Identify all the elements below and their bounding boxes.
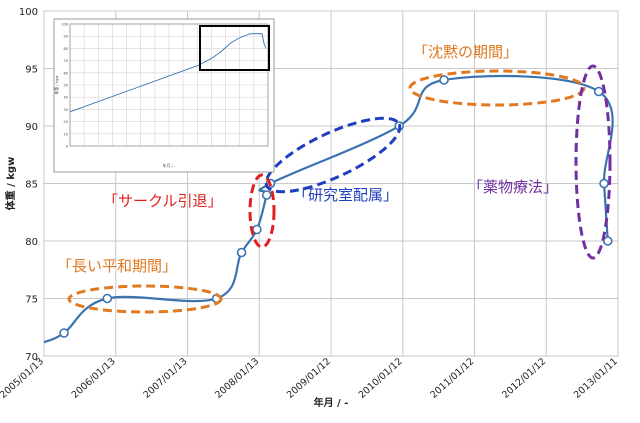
data-point [236,247,247,258]
inset-y-tick-label: 10 [64,132,68,136]
inset-series-line [69,33,267,113]
inset-x-axis-label: 年月 / - [163,163,176,168]
x-tick-label: 2006/01/13 [70,356,118,401]
annotation-ellipse [67,284,223,314]
annotation-ellipse [408,69,586,107]
y-tick-label: 85 [25,180,38,191]
data-point [599,178,609,189]
y-tick-label: 95 [25,65,38,76]
x-tick-label: 2012/01/12 [500,356,548,401]
data-point [59,328,69,338]
x-tick-label: 2008/01/13 [213,356,261,401]
x-tick-label: 2011/01/12 [428,356,476,401]
x-tick-label: 2007/01/13 [141,356,189,401]
annotation-ellipse [264,116,402,194]
x-tick-label: 2013/01/11 [572,356,620,401]
inset-y-tick-label: 80 [64,47,68,51]
y-tick-label: 70 [25,352,38,363]
y-axis-label: 体重 / kgw [4,157,17,211]
inset-y-tick-label: 100 [61,23,68,27]
inset-highlight-box [199,25,270,71]
inset-y-tick-label: 70 [64,59,68,63]
annotation-label: 「薬物療法」 [468,178,558,196]
y-tick-label: 80 [25,237,38,248]
annotation-ellipse [248,173,276,249]
x-tick-label: 2009/01/12 [285,356,333,401]
inset-y-tick-label: 20 [64,120,68,124]
data-point [261,190,272,200]
inset-chart: 0 10 20 30 40 50 60 70 80 90 100 体重 / kgw 年月 / - [53,18,275,173]
inset-plot-area [69,23,269,147]
inset-y-tick-label: 60 [64,71,68,75]
x-tick-label: 2010/01/12 [357,356,405,401]
data-point [252,224,262,235]
data-point [602,236,613,246]
y-tick-label: 90 [25,122,38,133]
annotation-label: 「サークル引退」 [103,192,223,210]
data-point [102,293,113,304]
annotation-ellipse [574,64,612,260]
x-tick-label: 2005/01/13 [0,356,46,401]
y-tick-label: 100 [19,7,38,18]
inset-frame [53,18,275,173]
annotation-label: 「研究室配属」 [293,186,398,204]
inset-y-tick-label: 30 [64,108,68,112]
inset-y-tick-label: 50 [64,84,68,88]
inset-y-tick-label: 40 [64,96,68,100]
data-point [439,75,449,85]
inset-y-tick-label: 90 [64,35,68,39]
y-tick-label: 75 [25,295,38,306]
inset-y-axis-label: 体重 / kgw [54,75,59,94]
annotation-label: 「沈黙の期間」 [413,43,518,61]
annotation-label: 「長い平和期間」 [57,257,177,275]
data-point [593,86,604,97]
inset-y-tick-label: 0 [66,145,68,149]
x-axis-label: 年月 / - [314,396,349,409]
